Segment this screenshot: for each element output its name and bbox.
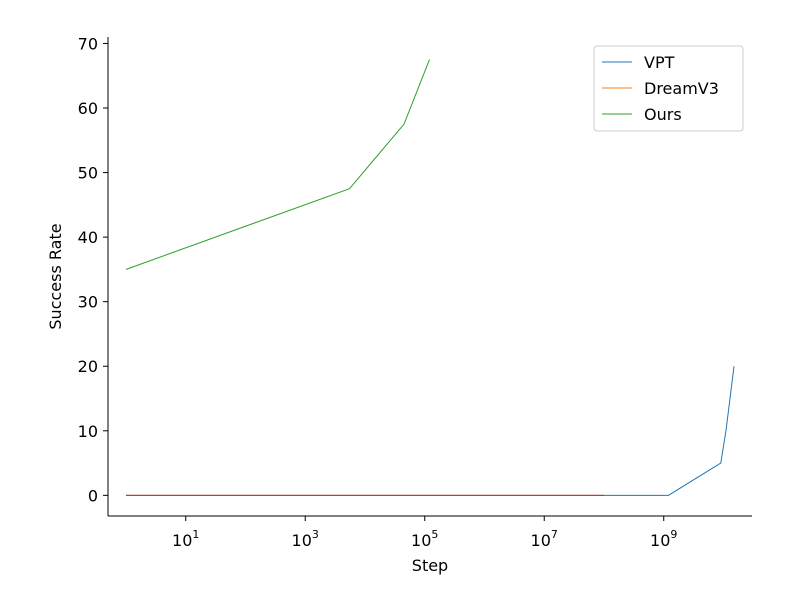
y-tick-label: 40 [78, 228, 98, 247]
y-tick-label: 50 [78, 164, 98, 183]
y-tick-label: 20 [78, 357, 98, 376]
legend-box [593, 45, 744, 132]
x-tick-label: 103 [292, 528, 319, 550]
y-tick-label: 10 [78, 422, 98, 441]
series-layer [125, 59, 735, 496]
axes [107, 37, 752, 517]
y-tick-label: 0 [88, 486, 98, 505]
x-ticks: 101 103 105 107 109 [172, 516, 677, 550]
legend: VPT DreamV3 Ours [593, 45, 744, 132]
x-tick-label: 101 [172, 528, 199, 550]
legend-label-dreamv3: DreamV3 [644, 79, 719, 98]
legend-label-ours: Ours [644, 105, 682, 124]
x-tick-label: 109 [650, 528, 677, 550]
y-tick-label: 60 [78, 99, 98, 118]
x-tick-label: 105 [411, 528, 438, 550]
series-line-ours [125, 59, 430, 270]
y-tick-label: 30 [78, 293, 98, 312]
x-axis-title: Step [412, 556, 448, 575]
legend-label-vpt: VPT [644, 53, 675, 72]
y-ticks: 0 10 20 30 40 50 60 70 [78, 34, 108, 505]
series-line-vpt [125, 366, 735, 496]
y-axis-title: Success Rate [46, 223, 65, 329]
y-tick-label: 70 [78, 34, 98, 53]
x-tick-label: 107 [531, 528, 558, 550]
